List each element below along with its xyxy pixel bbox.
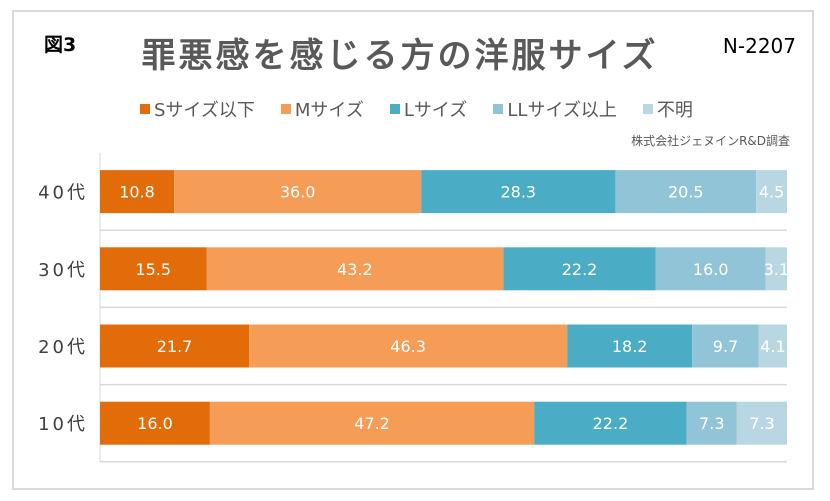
bar-segment	[100, 247, 207, 291]
legend-label: Lサイズ	[403, 100, 468, 121]
data-label: 7.3	[699, 414, 724, 433]
data-label: 18.2	[612, 337, 648, 356]
data-label: 20.5	[668, 183, 704, 202]
data-label: 7.3	[749, 414, 774, 433]
chart-frame	[12, 10, 814, 490]
category-label: 30代	[38, 260, 88, 281]
bar-segment	[692, 324, 759, 368]
bar-segment	[249, 324, 568, 368]
bar-segment	[567, 324, 693, 368]
data-label: 22.2	[562, 260, 598, 279]
data-label: 9.7	[713, 337, 738, 356]
legend-swatch	[389, 104, 400, 114]
legend-swatch	[140, 104, 150, 114]
data-label: 22.2	[593, 414, 629, 433]
chart-title: 罪悪感を感じる方の洋服サイズ	[141, 36, 659, 76]
bar-segment	[100, 170, 175, 214]
legend-item: 不明	[642, 96, 693, 122]
sample-size: N-2207	[722, 34, 796, 58]
bar-segment	[615, 170, 757, 214]
bar-segment	[421, 170, 616, 214]
category-label: 20代	[38, 337, 88, 358]
bar-segment	[686, 401, 737, 445]
bar-segment	[503, 247, 656, 291]
data-label: 16.0	[137, 414, 173, 433]
source-note: 株式会社ジェヌインR&D調査	[631, 134, 790, 148]
bar-segment	[758, 324, 787, 368]
bar-segment	[655, 247, 766, 291]
data-label: 28.3	[500, 183, 536, 202]
data-label: 4.1	[760, 337, 785, 356]
data-label: 16.0	[693, 260, 729, 279]
bar-segment	[209, 401, 535, 445]
legend-swatch	[280, 104, 291, 114]
bar-segment	[100, 401, 210, 445]
data-label: 3.1	[764, 260, 789, 279]
legend-swatch	[493, 104, 504, 114]
bar-segment	[174, 170, 422, 214]
data-label: 43.2	[337, 260, 373, 279]
legend-item: Mサイズ	[280, 96, 364, 122]
bar-segment	[100, 324, 250, 368]
legend-label: LLサイズ以上	[507, 100, 617, 121]
figure-label: 図3	[44, 34, 77, 56]
data-label: 10.8	[119, 183, 155, 202]
bar-segment	[756, 170, 787, 214]
category-label: 10代	[38, 414, 88, 435]
legend-item: Lサイズ	[389, 96, 468, 122]
legend-item: LLサイズ以上	[493, 96, 617, 122]
bar-segment	[736, 401, 787, 445]
legend-label: Mサイズ	[294, 100, 364, 121]
data-label: 21.7	[157, 337, 193, 356]
legend-label: Sサイズ以下	[154, 100, 255, 121]
legend-swatch	[642, 104, 653, 114]
data-label: 4.5	[759, 183, 784, 202]
legend-label: 不明	[656, 100, 693, 121]
category-label: 40代	[38, 183, 88, 204]
legend-item: Sサイズ以下	[140, 96, 255, 122]
bar-segment	[765, 247, 787, 291]
legend: Sサイズ以下 Mサイズ Lサイズ LLサイズ以上 不明	[140, 96, 693, 122]
data-label: 46.3	[390, 337, 426, 356]
bar-segment	[534, 401, 687, 445]
data-label: 36.0	[280, 183, 316, 202]
data-label: 15.5	[135, 260, 171, 279]
bar-segment	[206, 247, 504, 291]
data-label: 47.2	[354, 414, 390, 433]
